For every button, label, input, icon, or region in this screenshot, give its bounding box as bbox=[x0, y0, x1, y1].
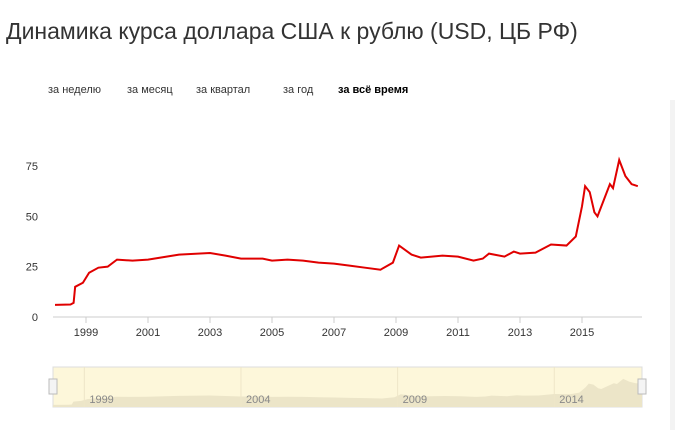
x-tick-label: 2011 bbox=[446, 327, 470, 339]
tab-quarter[interactable]: за квартал bbox=[196, 84, 251, 96]
y-tick-label: 0 bbox=[32, 312, 38, 324]
navigator-area bbox=[53, 378, 642, 407]
chart-title: Динамика курса доллара США к рублю (USD,… bbox=[6, 18, 578, 44]
tab-week[interactable]: за неделю bbox=[48, 84, 102, 96]
scrollbar[interactable] bbox=[670, 100, 675, 430]
tab-year[interactable]: за год bbox=[283, 84, 314, 96]
y-tick-label: 25 bbox=[26, 262, 38, 274]
x-tick-label: 2001 bbox=[136, 327, 160, 339]
y-tick-label: 75 bbox=[26, 161, 38, 173]
navigator-tick-label: 2004 bbox=[246, 394, 270, 406]
navigator-tick-label: 2014 bbox=[559, 394, 583, 406]
x-tick-label: 2015 bbox=[570, 327, 594, 339]
x-tick-label: 2003 bbox=[198, 327, 222, 339]
x-tick-label: 2009 bbox=[384, 327, 408, 339]
navigator-handle-right[interactable] bbox=[637, 378, 647, 395]
tab-all-time[interactable]: за всё время bbox=[338, 84, 409, 96]
x-tick-label: 2007 bbox=[322, 327, 346, 339]
y-tick-label: 50 bbox=[26, 211, 38, 223]
navigator-tick-label: 2009 bbox=[403, 394, 427, 406]
series-line bbox=[54, 156, 639, 306]
navigator-handle-left[interactable] bbox=[48, 378, 58, 395]
x-tick-label: 2005 bbox=[260, 327, 284, 339]
x-tick-label: 1999 bbox=[74, 327, 98, 339]
tab-month[interactable]: за месяц bbox=[127, 84, 173, 96]
x-tick-label: 2013 bbox=[508, 327, 532, 339]
navigator-tick-label: 1999 bbox=[89, 394, 113, 406]
